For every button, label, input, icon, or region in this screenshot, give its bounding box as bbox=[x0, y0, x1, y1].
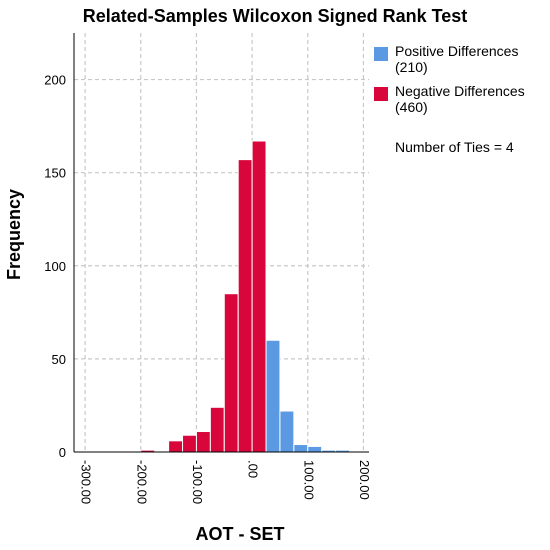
bar-positive bbox=[307, 445, 323, 453]
bar-negative bbox=[168, 440, 184, 453]
x-tick-label: .00 bbox=[246, 460, 261, 478]
y-tick-label: 100 bbox=[44, 259, 66, 274]
chart-title: Related-Samples Wilcoxon Signed Rank Tes… bbox=[82, 6, 468, 26]
y-axis-label: Frequency bbox=[4, 188, 24, 280]
x-tick-label: -300.00 bbox=[79, 460, 94, 504]
bars bbox=[140, 140, 351, 453]
y-tick-label: 50 bbox=[52, 352, 66, 367]
x-tick-label: 200.00 bbox=[357, 460, 372, 500]
legend-name-negative: Negative Differences bbox=[395, 83, 525, 99]
legend-label-negative: Negative Differences (460) bbox=[395, 83, 525, 115]
bar-positive bbox=[265, 339, 281, 453]
ties-annotation: Number of Ties = 4 bbox=[395, 139, 514, 155]
x-tick-label: -200.00 bbox=[134, 460, 149, 504]
grid bbox=[74, 33, 369, 452]
legend-count-negative: (460) bbox=[395, 99, 428, 115]
bar-negative bbox=[209, 406, 225, 453]
tick-labels: 0 50 100 150 200 -300.00 -200.00 -100.00 .00 100.… bbox=[44, 73, 372, 505]
y-tick-label: 150 bbox=[44, 166, 66, 181]
y-tick-label: 0 bbox=[59, 445, 66, 460]
bar-positive bbox=[293, 444, 309, 453]
legend-swatch-negative bbox=[374, 87, 388, 101]
bar-negative bbox=[251, 140, 267, 453]
x-axis-label-wrap: AOT - SET bbox=[0, 524, 440, 545]
legend-name-positive: Positive Differences bbox=[395, 43, 519, 59]
legend-count-positive: (210) bbox=[395, 59, 428, 75]
y-tick-label: 200 bbox=[44, 73, 66, 88]
axes bbox=[73, 33, 369, 453]
bar-negative bbox=[195, 431, 211, 453]
bar-negative bbox=[237, 159, 253, 453]
legend-label-positive: Positive Differences (210) bbox=[395, 43, 518, 75]
legend-swatch-positive bbox=[374, 47, 388, 61]
x-axis-label: AOT - SET bbox=[195, 524, 285, 544]
x-tick-label: 100.00 bbox=[301, 460, 316, 500]
bar-negative bbox=[223, 293, 239, 453]
bar-positive bbox=[279, 410, 295, 453]
x-tick-label: -100.00 bbox=[190, 460, 205, 504]
bar-negative bbox=[182, 434, 197, 453]
